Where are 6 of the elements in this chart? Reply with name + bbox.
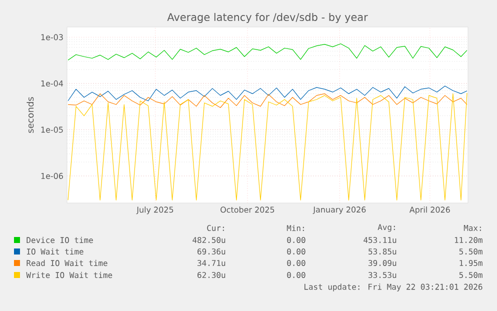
line-series <box>68 93 468 108</box>
y-axis-title: seconds <box>26 97 34 133</box>
line-series <box>68 86 468 102</box>
line-series <box>68 92 468 200</box>
line-series <box>68 43 468 60</box>
chart-title: Average latency for /dev/sdb - by year <box>167 12 368 24</box>
